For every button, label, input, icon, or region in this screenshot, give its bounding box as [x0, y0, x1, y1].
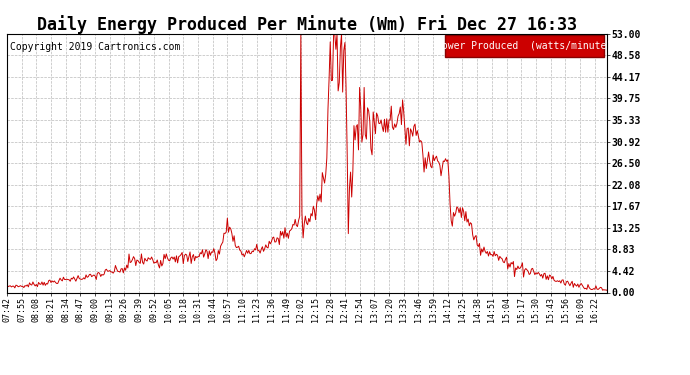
Bar: [445, 35, 604, 57]
Title: Daily Energy Produced Per Minute (Wm) Fri Dec 27 16:33: Daily Energy Produced Per Minute (Wm) Fr…: [37, 15, 577, 34]
Text: Power Produced  (watts/minute): Power Produced (watts/minute): [436, 41, 613, 51]
Text: Copyright 2019 Cartronics.com: Copyright 2019 Cartronics.com: [10, 42, 180, 51]
